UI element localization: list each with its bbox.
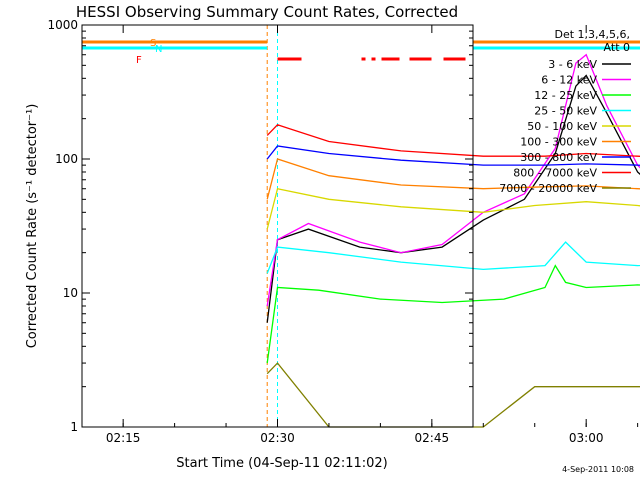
observing-overlays: [82, 25, 640, 427]
legend-label-1: 6 - 12 keV: [541, 74, 597, 87]
y-axis-label: Corrected Count Rate (s⁻¹ detector⁻¹): [25, 104, 40, 349]
x-tick-label: 02:45: [415, 431, 450, 445]
annotation-night: N: [155, 44, 162, 55]
legend: Det 1,3,4,5,6, Att 0 3 - 6 keV 6 - 12 keV…: [499, 28, 631, 195]
y-tick-label: 1: [70, 420, 78, 434]
y-tick-label: 100: [55, 152, 78, 166]
x-tick-label: 02:15: [106, 431, 141, 445]
series-line-1: [266, 53, 640, 307]
y-tick-label: 1000: [47, 18, 78, 32]
y-axis: 1 10 100 1000: [47, 18, 473, 434]
legend-label-3: 25 - 50 keV: [534, 105, 597, 118]
series-line-8: [266, 362, 640, 428]
series-line-2: [266, 264, 640, 364]
plot-frame: [81, 24, 474, 428]
legend-label-5: 100 - 300 keV: [520, 136, 597, 149]
x-tick-label: 03:00: [569, 431, 604, 445]
annotation-saa: S: [150, 38, 156, 49]
legend-label-7: 800 - 7000 keV: [513, 167, 597, 180]
series-line-6: [266, 145, 640, 166]
y-tick-label: 10: [63, 286, 78, 300]
x-axis-label: Start Time (04-Sep-11 02:11:02): [176, 456, 387, 471]
series-line-0: [266, 74, 640, 323]
series-line-3: [266, 241, 640, 274]
legend-label-8: 7000 - 20000 keV: [499, 182, 597, 195]
legend-label-4: 50 - 100 keV: [527, 120, 597, 133]
legend-label-2: 12 - 25 keV: [534, 89, 597, 102]
series-line-4: [266, 187, 640, 230]
series-line-7: [266, 124, 640, 157]
legend-title-line-1: Det 1,3,4,5,6,: [554, 28, 630, 41]
legend-label-0: 3 - 6 keV: [548, 58, 597, 71]
legend-title-line-2: Att 0: [604, 41, 630, 54]
series-line-5: [266, 158, 640, 200]
legend-label-6: 300 - 800 keV: [520, 151, 597, 164]
annotation-flare: F: [136, 55, 142, 66]
chart-title: HESSI Observing Summary Count Rates, Cor…: [76, 3, 458, 21]
x-tick-label: 02:30: [260, 431, 295, 445]
date-stamp: 4-Sep-2011 10:08: [562, 465, 634, 474]
